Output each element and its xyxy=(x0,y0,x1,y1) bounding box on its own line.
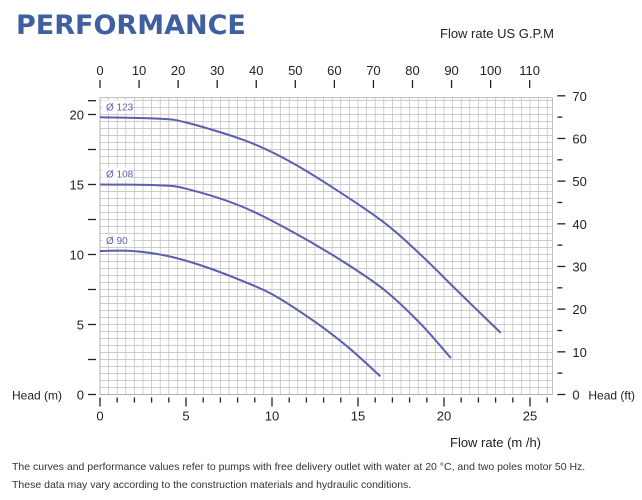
x-tick-label: 5 xyxy=(182,409,189,424)
y2-tick-label: 0 xyxy=(572,388,579,403)
curve-line xyxy=(99,183,452,359)
x2-axis-label: Flow rate US G.P.M xyxy=(440,26,554,41)
x2-tick-label: 40 xyxy=(249,63,263,78)
x-tick-label: 0 xyxy=(96,409,103,424)
y2-tick-label: 20 xyxy=(572,302,586,317)
page-title: PERFORMANCE xyxy=(16,10,246,41)
curve-label: Ø 123 xyxy=(106,102,134,113)
y-tick-label: 20 xyxy=(70,108,84,123)
plot-frame xyxy=(99,97,553,395)
y2-tick-label: 40 xyxy=(572,217,586,232)
x2-tick-label: 80 xyxy=(405,63,419,78)
y-axis-label: Head (m) xyxy=(12,389,62,403)
x2-tick-label: 50 xyxy=(288,63,302,78)
y2-axis-label: Head (ft) xyxy=(588,389,635,403)
y2-tick-label: 60 xyxy=(572,131,586,146)
x-tick-label: 15 xyxy=(351,409,365,424)
x-tick-label: 10 xyxy=(265,409,279,424)
y-tick-label: 5 xyxy=(77,318,84,333)
y2-tick-label: 70 xyxy=(572,89,586,104)
x2-tick-label: 10 xyxy=(132,63,146,78)
x-axis-label: Flow rate (m /h) xyxy=(450,435,541,450)
curve-label-bg xyxy=(102,100,132,113)
footnote: The curves and performance values refer … xyxy=(12,458,585,494)
x2-tick-label: 70 xyxy=(366,63,380,78)
curve-line xyxy=(99,249,382,378)
curve-label-bg xyxy=(102,234,132,246)
y-tick-label: 15 xyxy=(70,178,84,193)
curve-label-bg xyxy=(102,167,132,180)
y-tick-label: 0 xyxy=(77,388,84,403)
x2-tick-label: 60 xyxy=(327,63,341,78)
x-tick-label: 25 xyxy=(523,409,537,424)
y-tick-label: 10 xyxy=(70,248,84,263)
footnote-line: These data may vary according to the con… xyxy=(12,479,412,491)
curve-label: Ø 108 xyxy=(106,170,134,181)
curve-label: Ø 90 xyxy=(106,236,128,247)
y2-tick-label: 50 xyxy=(572,174,586,189)
footnote-line: The curves and performance values refer … xyxy=(12,461,586,473)
y2-tick-label: 10 xyxy=(572,345,586,360)
x2-tick-label: 0 xyxy=(96,63,103,78)
y2-tick-label: 30 xyxy=(572,259,586,274)
x2-tick-label: 20 xyxy=(171,63,185,78)
x2-tick-label: 90 xyxy=(444,63,458,78)
curve-line xyxy=(99,116,502,334)
x2-tick-label: 30 xyxy=(210,63,224,78)
x2-tick-label: 100 xyxy=(480,63,502,78)
x2-tick-label: 110 xyxy=(519,63,540,78)
x-tick-label: 20 xyxy=(437,409,451,424)
